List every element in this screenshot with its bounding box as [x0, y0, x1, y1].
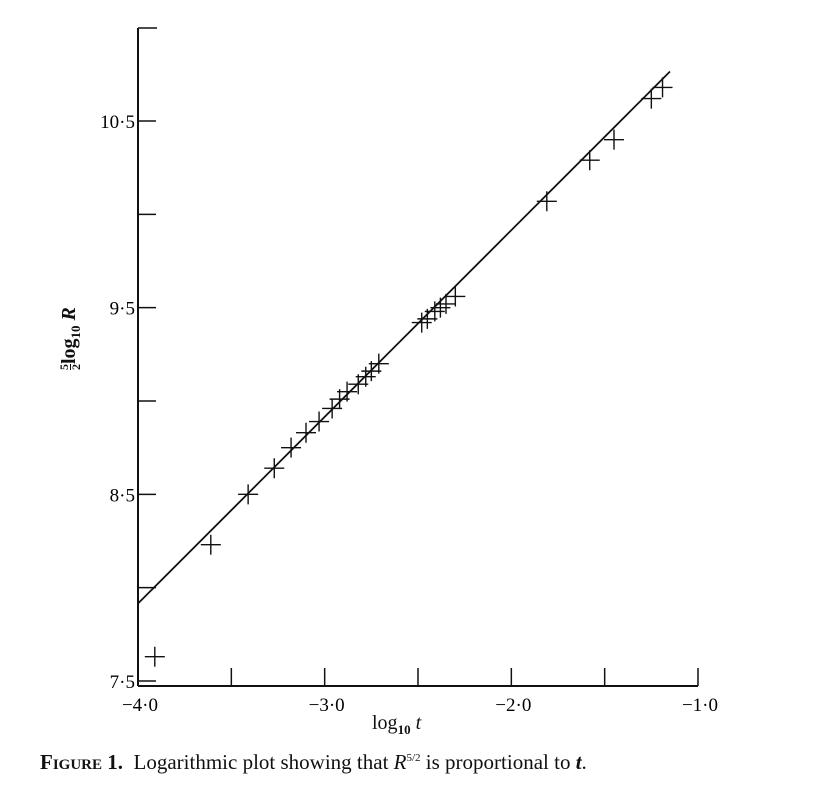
- xlabel-sub: 10: [397, 722, 411, 737]
- ylabel-var: R: [58, 307, 80, 321]
- caption-figure-number: Figure 1.: [40, 750, 124, 774]
- data-point: [348, 374, 369, 395]
- data-point: [337, 381, 358, 402]
- data-point: [200, 534, 221, 555]
- data-point: [355, 366, 376, 387]
- data-point: [411, 312, 432, 333]
- x-tick-label: −2·0: [495, 695, 531, 716]
- y-tick-label: 10·5: [100, 112, 135, 133]
- data-point: [579, 150, 600, 171]
- data-point: [445, 286, 466, 307]
- data-point: [417, 308, 438, 329]
- y-tick-label: 9·5: [110, 299, 135, 320]
- xlabel-log: log: [372, 712, 398, 734]
- caption-var2: t: [575, 750, 582, 774]
- caption-end: .: [581, 750, 587, 774]
- ylabel-log: log: [58, 338, 80, 364]
- data-point: [436, 293, 456, 314]
- data-point: [368, 353, 389, 374]
- caption-text: Logarithmic plot showing that: [133, 750, 394, 774]
- data-point: [604, 129, 624, 150]
- y-tick-label: 7·5: [110, 672, 135, 693]
- data-point: [281, 437, 302, 458]
- data-point: [264, 458, 285, 479]
- data-point: [430, 297, 451, 318]
- x-axis-label: log10 t: [372, 712, 421, 738]
- data-point: [322, 398, 343, 419]
- data-point: [361, 361, 382, 382]
- data-point: [652, 77, 673, 98]
- caption-var: R: [393, 750, 407, 774]
- data-point: [424, 301, 445, 322]
- x-tick-label: −1·0: [682, 695, 718, 716]
- x-tick-label: −4·0: [122, 695, 158, 716]
- caption-exponent: 5/2: [406, 752, 421, 764]
- data-point: [536, 191, 557, 212]
- ylabel-fraction-denominator: 2: [68, 364, 83, 370]
- figure-caption: Figure 1. Logarithmic plot showing that …: [40, 750, 587, 775]
- data-point: [144, 646, 165, 667]
- data-point: [309, 411, 330, 432]
- data-point: [641, 88, 662, 109]
- xlabel-var: t: [415, 712, 422, 734]
- data-point: [238, 484, 259, 505]
- y-tick-label: 8·5: [110, 485, 135, 506]
- data-point: [329, 389, 350, 410]
- y-axis-label: 5 2 log10 R: [57, 307, 84, 370]
- data-point: [296, 422, 316, 443]
- x-tick-label: −3·0: [309, 695, 345, 716]
- caption-text-2: is proportional to: [420, 750, 576, 774]
- ylabel-sub: 10: [68, 325, 83, 339]
